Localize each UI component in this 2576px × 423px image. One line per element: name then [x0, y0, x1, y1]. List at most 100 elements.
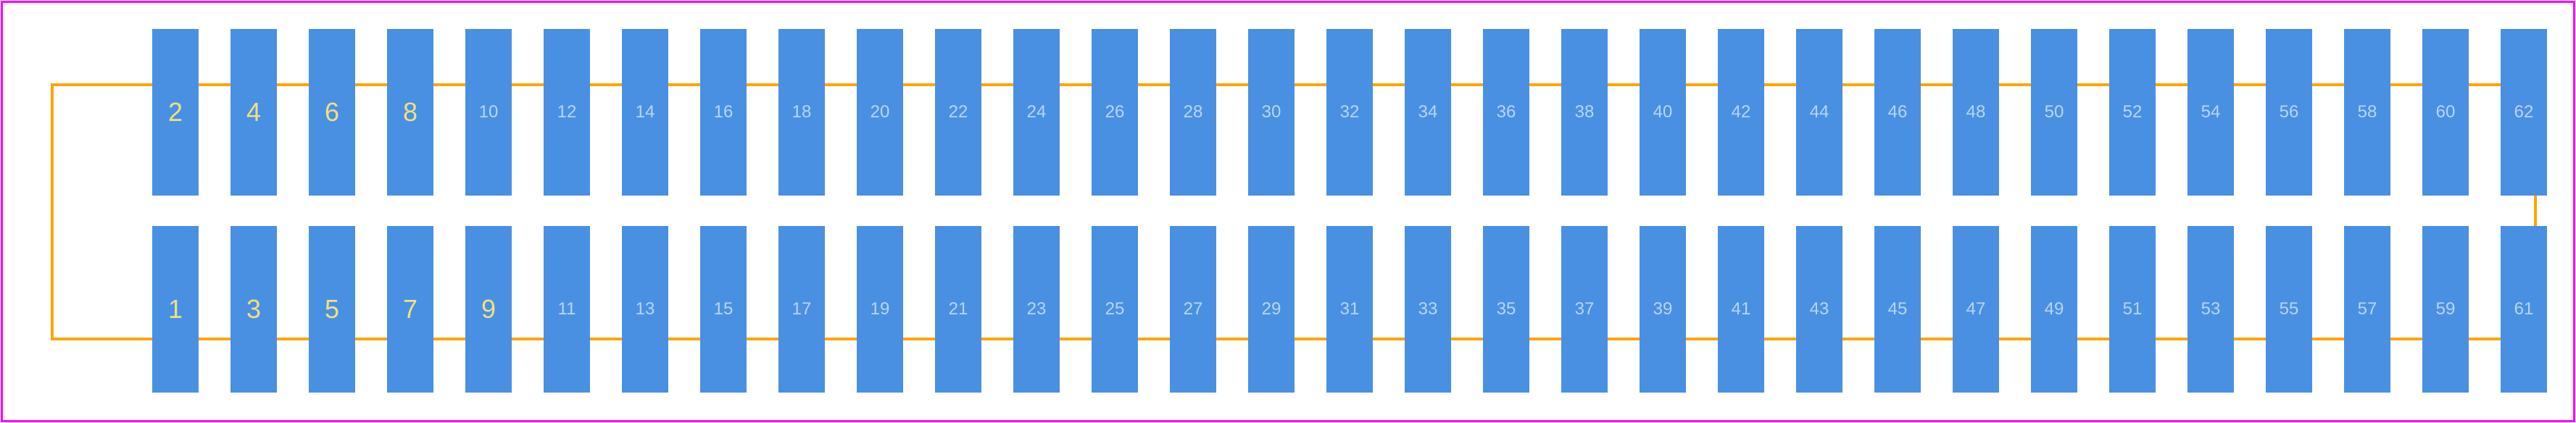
pin-46: 46 [1874, 29, 1921, 196]
pin-label-59: 59 [2436, 299, 2456, 319]
pin-48: 48 [1953, 29, 1999, 196]
pin-label-4: 4 [246, 97, 261, 127]
pin-30: 30 [1248, 29, 1295, 196]
pin-label-33: 33 [1418, 299, 1438, 319]
pin-26: 26 [1092, 29, 1138, 196]
pin-label-19: 19 [871, 299, 890, 319]
pin-52: 52 [2109, 29, 2156, 196]
pin-18: 18 [778, 29, 825, 196]
pin-label-55: 55 [2280, 299, 2299, 319]
pin-45: 45 [1874, 226, 1921, 393]
pin-label-38: 38 [1575, 102, 1595, 122]
pin-41: 41 [1718, 226, 1764, 393]
pin-50: 50 [2031, 29, 2077, 196]
pin-34: 34 [1405, 29, 1451, 196]
pin-label-56: 56 [2280, 102, 2299, 122]
pin-12: 12 [544, 29, 590, 196]
pin-25: 25 [1092, 226, 1138, 393]
pin-label-5: 5 [325, 294, 339, 324]
pin-label-37: 37 [1575, 299, 1595, 319]
pin-label-20: 20 [871, 102, 890, 122]
pin-label-35: 35 [1497, 299, 1516, 319]
pin-label-46: 46 [1888, 102, 1908, 122]
pin-9: 9 [465, 226, 512, 393]
pin-51: 51 [2109, 226, 2156, 393]
pin-label-11: 11 [558, 299, 576, 319]
pin-7: 7 [387, 226, 433, 393]
pin-3: 3 [230, 226, 277, 393]
pin-28: 28 [1170, 29, 1216, 196]
pin-label-54: 54 [2201, 102, 2221, 122]
pin-label-2: 2 [168, 97, 183, 127]
pin-label-27: 27 [1184, 299, 1203, 319]
pin-39: 39 [1640, 226, 1686, 393]
pin-8: 8 [387, 29, 433, 196]
pin-49: 49 [2031, 226, 2077, 393]
pin-label-29: 29 [1262, 299, 1281, 319]
pin-label-7: 7 [403, 294, 417, 324]
pin-32: 32 [1326, 29, 1373, 196]
pin-label-21: 21 [949, 299, 968, 319]
pin-44: 44 [1796, 29, 1842, 196]
pin-43: 43 [1796, 226, 1842, 393]
pin-31: 31 [1326, 226, 1373, 393]
pin-label-36: 36 [1497, 102, 1516, 122]
pin-label-32: 32 [1340, 102, 1360, 122]
pin-53: 53 [2187, 226, 2234, 393]
pin-19: 19 [857, 226, 903, 393]
pin-label-42: 42 [1732, 102, 1751, 122]
pin-label-44: 44 [1810, 102, 1829, 122]
pin-22: 22 [935, 29, 981, 196]
pin-13: 13 [622, 226, 668, 393]
pin-23: 23 [1013, 226, 1060, 393]
pin-label-17: 17 [792, 299, 812, 319]
pin-label-23: 23 [1027, 299, 1047, 319]
pin-24: 24 [1013, 29, 1060, 196]
pin-label-47: 47 [1966, 299, 1986, 319]
pin-label-26: 26 [1105, 102, 1125, 122]
pin-20: 20 [857, 29, 903, 196]
pin-label-16: 16 [714, 102, 734, 122]
pin-label-18: 18 [792, 102, 812, 122]
pin-61: 61 [2501, 226, 2547, 393]
pin-29: 29 [1248, 226, 1295, 393]
pin-40: 40 [1640, 29, 1686, 196]
pin-label-28: 28 [1184, 102, 1203, 122]
pin-10: 10 [465, 29, 512, 196]
pin-label-3: 3 [246, 294, 261, 324]
pin-label-10: 10 [479, 102, 499, 122]
pin-label-8: 8 [403, 97, 417, 127]
pin-54: 54 [2187, 29, 2234, 196]
pin-label-41: 41 [1732, 299, 1751, 319]
pin-15: 15 [700, 226, 747, 393]
pin-label-40: 40 [1653, 102, 1673, 122]
pin-label-58: 58 [2358, 102, 2377, 122]
pin-label-22: 22 [949, 102, 968, 122]
pin-label-1: 1 [168, 294, 183, 324]
pin-label-45: 45 [1888, 299, 1908, 319]
pin-label-49: 49 [2045, 299, 2064, 319]
pin-11: 11 [544, 226, 590, 393]
pin-label-30: 30 [1262, 102, 1281, 122]
pin-33: 33 [1405, 226, 1451, 393]
pin-35: 35 [1483, 226, 1529, 393]
pin-21: 21 [935, 226, 981, 393]
pin-37: 37 [1561, 226, 1608, 393]
pin-label-34: 34 [1418, 102, 1438, 122]
pin-label-50: 50 [2045, 102, 2064, 122]
pin-16: 16 [700, 29, 747, 196]
pin-label-61: 61 [2514, 299, 2534, 319]
pin-label-39: 39 [1653, 299, 1673, 319]
pin-55: 55 [2266, 226, 2312, 393]
pin-label-14: 14 [636, 102, 655, 122]
pin-56: 56 [2266, 29, 2312, 196]
pin-label-57: 57 [2358, 299, 2377, 319]
pin-58: 58 [2344, 29, 2390, 196]
pin-label-53: 53 [2201, 299, 2221, 319]
pin-27: 27 [1170, 226, 1216, 393]
pin-label-48: 48 [1966, 102, 1986, 122]
pin-60: 60 [2422, 29, 2469, 196]
pin-label-15: 15 [714, 299, 734, 319]
pin-label-13: 13 [636, 299, 655, 319]
pin-4: 4 [230, 29, 277, 196]
